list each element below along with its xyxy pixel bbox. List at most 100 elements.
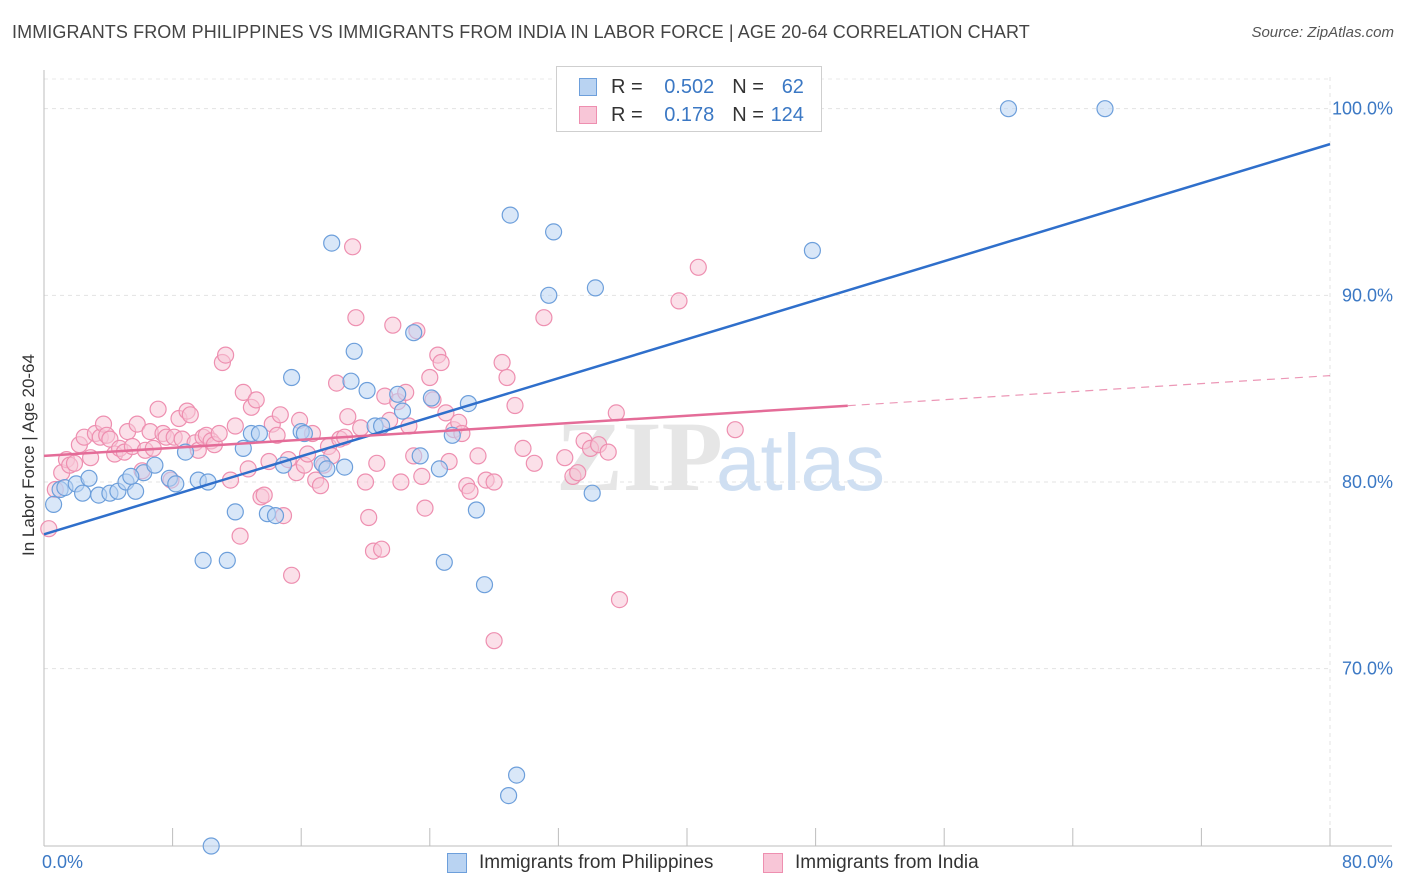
india-point-109 — [525, 454, 543, 472]
philippines-point-48 — [467, 501, 485, 519]
philippines-point-57 — [803, 241, 822, 260]
india-point-106 — [498, 368, 516, 387]
india-point-54 — [271, 406, 289, 424]
india-point-94 — [432, 353, 450, 372]
philippines-point-36 — [358, 381, 376, 400]
axes — [43, 70, 1392, 847]
philippines-point-50 — [501, 206, 519, 224]
india-point-53 — [268, 426, 286, 444]
bottom-legend-philippines: Immigrants from Philippines — [447, 852, 713, 874]
philippines-point-20 — [226, 503, 244, 521]
bottom-legend-label-india: Immigrants from India — [795, 852, 979, 873]
philippines-point-53 — [540, 286, 558, 304]
chart-title: IMMIGRANTS FROM PHILIPPINES VS IMMIGRANT… — [12, 22, 1030, 42]
y-tick-label-0: 100.0% — [1332, 99, 1393, 119]
y-tick-labels: 100.0% 90.0% 80.0% 70.0% — [1332, 99, 1393, 679]
india-point-104 — [485, 632, 503, 650]
legend-r-value: 0.502 — [664, 75, 715, 98]
legend-r-label: R = — [611, 103, 643, 126]
y-tick-label-1: 90.0% — [1342, 285, 1393, 305]
india-point-75 — [356, 473, 375, 491]
india-point-79 — [373, 540, 391, 558]
india-point-120 — [670, 292, 688, 310]
philippines-point-23 — [250, 424, 268, 443]
india-point-24 — [149, 400, 167, 418]
y-axis-title: In Labor Force | Age 20-64 — [19, 354, 38, 556]
legend-row-philippines: R = 0.502 N = 62 — [579, 73, 804, 101]
watermark-atlas: atlas — [716, 418, 885, 507]
india-point-39 — [210, 424, 228, 443]
india-point-118 — [607, 404, 625, 422]
india-point-110 — [535, 309, 553, 327]
india-point-73 — [347, 309, 365, 327]
india-point-48 — [247, 391, 265, 409]
stats-legend: R = 0.502 N = 62 R = 0.178 N = 124 — [556, 66, 822, 132]
india-point-71 — [339, 408, 357, 426]
philippines-point-45 — [435, 553, 453, 571]
india-point-32 — [181, 406, 199, 424]
philippines-point-14 — [167, 475, 185, 493]
philippines-point-29 — [295, 424, 313, 443]
bottom-legend-label-philippines: Immigrants from Philippines — [479, 852, 714, 873]
philippines-point-25 — [266, 506, 285, 525]
philippines-point-40 — [393, 402, 412, 420]
source-label: Source: ZipAtlas.com — [1251, 24, 1394, 41]
india-point-108 — [514, 439, 532, 457]
philippines-point-41 — [405, 324, 423, 342]
india-point-101 — [461, 482, 479, 500]
legend-row-india: R = 0.178 N = 124 — [579, 101, 804, 129]
philippines-point-31 — [318, 460, 336, 478]
india-point-107 — [506, 396, 524, 415]
data-points — [40, 100, 1114, 855]
philippines-point-18 — [194, 551, 212, 570]
india-trend-line-dashed — [847, 375, 1331, 407]
bottom-legend-swatch-india — [763, 853, 783, 873]
india-point-68 — [328, 374, 346, 392]
philippines-point-33 — [336, 458, 354, 476]
legend-n-value: 62 — [781, 75, 804, 98]
india-point-105 — [493, 353, 511, 372]
india-point-123 — [485, 473, 503, 491]
india-point-91 — [421, 368, 439, 387]
philippines-point-60 — [202, 837, 220, 855]
india-point-45 — [234, 383, 252, 401]
philippines-point-42 — [411, 447, 429, 465]
india-point-41 — [217, 346, 235, 364]
philippines-point-19 — [218, 551, 236, 570]
philippines-point-0 — [44, 495, 63, 513]
y-tick-label-3: 70.0% — [1342, 659, 1393, 679]
philippines-point-35 — [345, 342, 363, 360]
legend-swatch-india — [579, 106, 597, 124]
india-point-89 — [413, 467, 431, 485]
philippines-point-43 — [422, 389, 440, 407]
india-point-50 — [255, 486, 273, 504]
x-tick-label-max: 80.0% — [1342, 852, 1393, 872]
philippines-point-59 — [1096, 100, 1114, 118]
philippines-point-54 — [544, 223, 563, 241]
india-point-111 — [556, 449, 574, 467]
legend-swatch-philippines — [579, 78, 597, 96]
philippines-trend-line — [43, 142, 1331, 536]
india-point-121 — [689, 258, 707, 276]
legend-n-label: N = — [732, 103, 764, 126]
philippines-point-10 — [127, 482, 145, 500]
india-point-102 — [469, 447, 487, 465]
philippines-point-27 — [283, 368, 301, 387]
philippines-point-52 — [500, 786, 518, 805]
philippines-point-56 — [586, 279, 605, 297]
india-point-43 — [226, 417, 244, 435]
philippines-point-44 — [430, 460, 448, 478]
philippines-point-39 — [389, 385, 407, 403]
india-point-76 — [360, 508, 378, 527]
trend-lines — [43, 142, 1331, 536]
bottom-legend-india: Immigrants from India — [763, 852, 979, 874]
legend-n-label: N = — [732, 75, 764, 98]
india-point-78 — [368, 454, 386, 472]
philippines-point-12 — [146, 456, 164, 474]
india-point-5 — [65, 454, 84, 472]
india-point-19 — [128, 415, 146, 433]
india-point-57 — [283, 566, 301, 584]
philippines-point-34 — [342, 372, 360, 390]
india-point-84 — [392, 473, 410, 491]
